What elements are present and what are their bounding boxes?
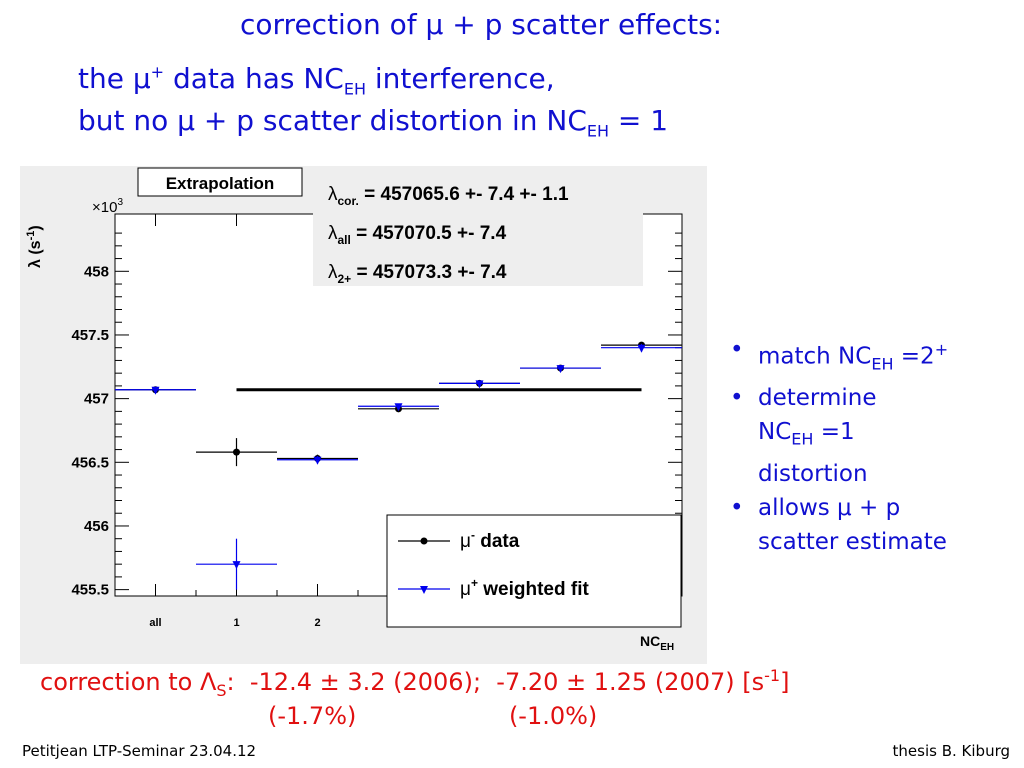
stats-line: λall = 457070.5 +- 7.4 <box>328 223 507 247</box>
fit-point <box>232 561 241 570</box>
footer-right: thesis B. Kiburg <box>892 742 1010 760</box>
fit-point <box>556 365 565 374</box>
fit-point <box>313 456 322 465</box>
y-tick-label: 456 <box>84 518 109 535</box>
stats-box: λcor. = 457065.6 +- 7.4 +- 1.1 λall = 457… <box>313 168 643 286</box>
slide-title: correction of μ + p scatter effects: <box>240 8 723 41</box>
legend-marker <box>420 586 428 594</box>
x-tick-label: 1 <box>233 617 239 629</box>
stats-line: λcor. = 457065.6 +- 7.4 +- 1.1 <box>328 184 569 208</box>
correction-percent: (-1.7%) (-1.0%) <box>268 702 598 730</box>
footer-left: Petitjean LTP-Seminar 23.04.12 <box>22 742 257 760</box>
x-tick-label: all <box>149 617 161 629</box>
subtitle-line-2: but no μ + p scatter distortion in NCEH … <box>78 104 669 141</box>
legend: μ- data μ+ weighted fit <box>386 514 682 628</box>
data-point <box>233 448 240 456</box>
y-multiplier: ×103 <box>92 197 123 216</box>
fit-point <box>394 403 403 412</box>
stats-line: λ2+ = 457073.3 +- 7.4 <box>328 262 507 286</box>
y-tick-label: 456.5 <box>71 454 109 471</box>
bullet-item: match NCEH =2+ <box>726 333 1016 381</box>
y-tick-label: 458 <box>84 263 109 280</box>
fit-point <box>475 380 484 389</box>
legend-marker <box>420 537 428 545</box>
x-axis-label: NCEH <box>640 633 674 653</box>
y-tick-label: 457 <box>84 391 109 408</box>
subtitle-line-1: the μ+ data has NCEH interference, <box>78 62 555 99</box>
y-axis-label: λ (s-1) <box>25 225 44 268</box>
correction-text: correction to ΛS: -12.4 ± 3.2 (2006); -7… <box>40 666 790 700</box>
fit-point <box>151 386 160 395</box>
chart-title: Extrapolation <box>166 174 275 193</box>
y-tick-label: 457.5 <box>71 327 109 344</box>
y-tick-label: 455.5 <box>71 582 109 599</box>
title-box: Extrapolation <box>137 167 303 197</box>
x-tick-label: 2 <box>314 617 320 629</box>
legend-label: μ- data <box>460 528 520 552</box>
data-marks <box>115 341 682 590</box>
legend-label: μ+ weighted fit <box>460 576 589 600</box>
fit-point <box>637 344 646 353</box>
